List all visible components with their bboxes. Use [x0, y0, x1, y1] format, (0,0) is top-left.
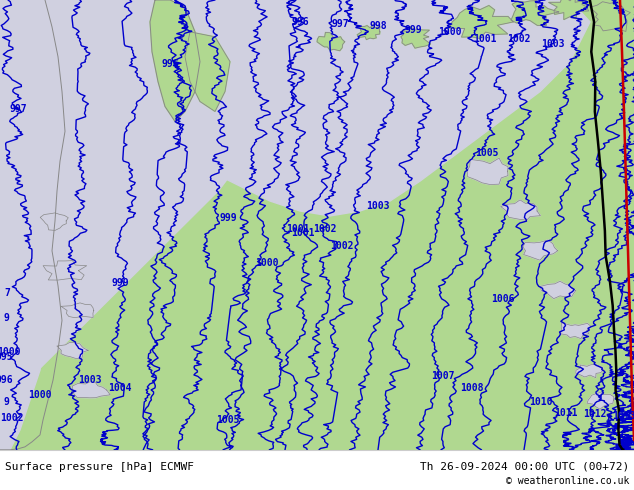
- Text: Th 26-09-2024 00:00 UTC (00+72): Th 26-09-2024 00:00 UTC (00+72): [420, 462, 629, 472]
- Text: 1002: 1002: [507, 34, 531, 44]
- Text: Surface pressure [hPa] ECMWF: Surface pressure [hPa] ECMWF: [5, 462, 194, 472]
- Polygon shape: [401, 26, 430, 48]
- Text: 1000: 1000: [0, 347, 21, 357]
- Text: 1000: 1000: [256, 258, 279, 268]
- Text: 1000: 1000: [438, 27, 462, 37]
- Polygon shape: [185, 32, 230, 111]
- Polygon shape: [43, 261, 87, 280]
- Text: 1002: 1002: [330, 241, 354, 251]
- Text: 1002: 1002: [313, 224, 337, 234]
- Text: 999: 999: [404, 25, 422, 35]
- Text: 1010: 1010: [529, 397, 553, 407]
- Text: 997: 997: [331, 19, 349, 29]
- Polygon shape: [590, 2, 630, 31]
- Text: 1000: 1000: [29, 390, 52, 400]
- Polygon shape: [357, 24, 380, 40]
- Polygon shape: [40, 213, 68, 230]
- Text: 1003: 1003: [541, 39, 565, 49]
- Text: 1005: 1005: [216, 415, 240, 425]
- Text: © weatheronline.co.uk: © weatheronline.co.uk: [506, 476, 629, 486]
- Text: 1005: 1005: [476, 148, 499, 158]
- Polygon shape: [160, 0, 590, 216]
- Text: 996: 996: [291, 17, 309, 27]
- Polygon shape: [548, 0, 588, 20]
- Text: 1007: 1007: [431, 371, 455, 381]
- Text: 999: 999: [219, 213, 237, 223]
- Text: 1012: 1012: [583, 409, 607, 419]
- Text: 1001: 1001: [291, 228, 314, 238]
- Text: 997: 997: [9, 104, 27, 115]
- Text: 1002: 1002: [0, 413, 23, 423]
- Polygon shape: [0, 0, 65, 450]
- Polygon shape: [511, 0, 559, 25]
- Text: 1003: 1003: [78, 375, 101, 385]
- Text: 9: 9: [4, 314, 10, 323]
- Text: 1008: 1008: [460, 383, 484, 393]
- Polygon shape: [449, 5, 514, 39]
- Text: 1004: 1004: [108, 383, 132, 393]
- Text: 996: 996: [161, 59, 179, 69]
- Polygon shape: [541, 281, 576, 298]
- Polygon shape: [501, 200, 540, 220]
- Polygon shape: [0, 0, 634, 450]
- Polygon shape: [580, 0, 634, 22]
- Text: 7: 7: [4, 288, 10, 297]
- Polygon shape: [72, 382, 110, 398]
- Polygon shape: [57, 343, 88, 359]
- Polygon shape: [587, 392, 614, 409]
- Text: 999: 999: [111, 278, 129, 288]
- Text: 998: 998: [369, 21, 387, 31]
- Text: 995: 995: [0, 352, 13, 362]
- Text: 1013: 1013: [612, 411, 634, 421]
- Text: 9: 9: [4, 397, 10, 407]
- Polygon shape: [523, 240, 557, 260]
- Polygon shape: [317, 32, 345, 51]
- Text: 1001: 1001: [286, 224, 310, 234]
- Polygon shape: [560, 323, 592, 339]
- Polygon shape: [0, 0, 634, 450]
- Text: 1006: 1006: [491, 294, 515, 303]
- Polygon shape: [150, 0, 200, 122]
- Text: 996: 996: [0, 375, 13, 385]
- Polygon shape: [467, 158, 508, 185]
- Polygon shape: [576, 364, 603, 378]
- Text: 1003: 1003: [366, 201, 390, 211]
- Text: 1001: 1001: [473, 34, 497, 44]
- Polygon shape: [61, 303, 94, 318]
- Text: 1011: 1011: [554, 408, 578, 418]
